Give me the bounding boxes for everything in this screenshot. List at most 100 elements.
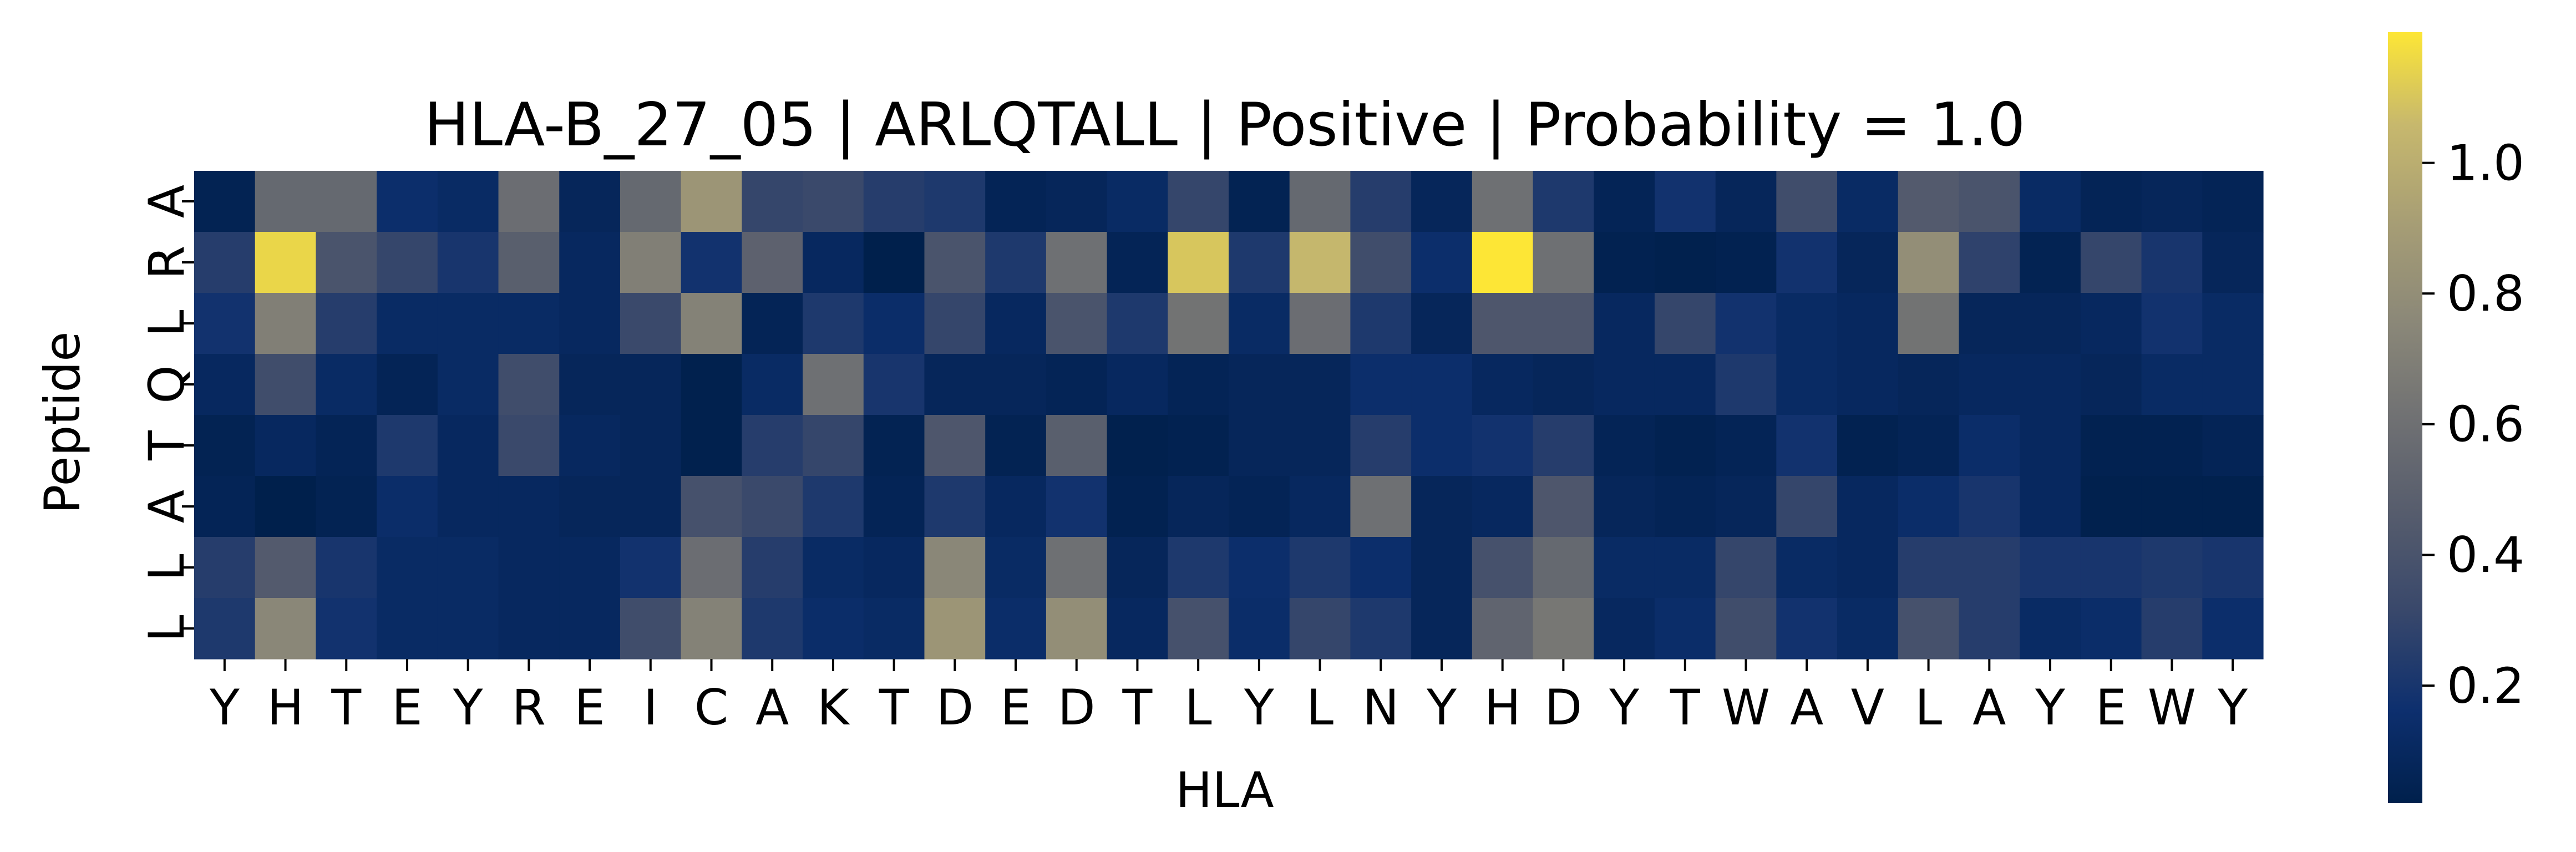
heatmap-cell: [1715, 232, 1777, 293]
x-tick-label: T: [1670, 679, 1701, 736]
heatmap-cell: [924, 537, 986, 599]
heatmap-cell: [1533, 415, 1594, 476]
heatmap-cell: [1959, 415, 2020, 476]
heatmap-cell: [1107, 171, 1168, 232]
y-tick-label: L: [138, 554, 195, 581]
heatmap-cell: [1411, 537, 1473, 599]
heatmap-cell: [1654, 171, 1716, 232]
heatmap-cell: [1837, 293, 1899, 354]
heatmap-cell: [498, 232, 560, 293]
heatmap-cell: [498, 537, 560, 599]
heatmap-cell: [1654, 598, 1716, 660]
heatmap-cell: [620, 415, 682, 476]
x-tick-label: L: [1306, 679, 1333, 736]
heatmap-cell: [498, 354, 560, 415]
x-tick-label: D: [1058, 679, 1096, 736]
heatmap-cell: [1898, 476, 1960, 537]
heatmap-cell: [1411, 415, 1473, 476]
heatmap-cell: [985, 415, 1047, 476]
heatmap-cell: [1229, 537, 1290, 599]
x-tick-label: C: [694, 679, 728, 736]
heatmap-cell: [2080, 293, 2142, 354]
heatmap-cell: [924, 598, 986, 660]
heatmap-cell: [1168, 537, 1229, 599]
heatmap-cell: [2202, 232, 2264, 293]
heatmap-cell: [1107, 476, 1168, 537]
heatmap-cell: [803, 293, 864, 354]
heatmap-cell: [681, 232, 742, 293]
heatmap-cell: [2020, 476, 2081, 537]
heatmap-cell: [1654, 476, 1716, 537]
heatmap-cell: [803, 171, 864, 232]
heatmap-cell: [2141, 598, 2203, 660]
heatmap-cell: [1350, 232, 1412, 293]
x-tick-label: H: [1484, 679, 1521, 736]
heatmap-cell: [1533, 293, 1594, 354]
heatmap-cell: [1289, 415, 1351, 476]
heatmap-cell: [1898, 598, 1960, 660]
heatmap-cell: [863, 476, 925, 537]
heatmap-cell: [1715, 537, 1777, 599]
x-tick-label: E: [1000, 679, 1031, 736]
heatmap-cell: [1715, 476, 1777, 537]
heatmap-cell: [255, 171, 317, 232]
x-tick-label: Y: [2217, 679, 2248, 736]
heatmap-cell: [1289, 598, 1351, 660]
heatmap-cell: [2080, 598, 2142, 660]
heatmap-cell: [2141, 293, 2203, 354]
heatmap-cell: [803, 476, 864, 537]
heatmap-cell: [1594, 476, 1655, 537]
heatmap-cell: [1107, 415, 1168, 476]
heatmap-cell: [1776, 537, 1838, 599]
heatmap-cell: [2141, 476, 2203, 537]
heatmap-cell: [559, 232, 621, 293]
heatmap-cell: [1654, 537, 1716, 599]
x-tick-label: L: [1185, 679, 1212, 736]
heatmap-cell: [2020, 415, 2081, 476]
heatmap-cell: [1594, 415, 1655, 476]
heatmap-cell: [2141, 537, 2203, 599]
heatmap-cell: [1107, 537, 1168, 599]
heatmap-cell: [255, 354, 317, 415]
heatmap-cell: [1107, 354, 1168, 415]
heatmap-cell: [681, 598, 742, 660]
heatmap-cell: [681, 476, 742, 537]
heatmap-cell: [803, 232, 864, 293]
heatmap-cell: [1776, 476, 1838, 537]
heatmap-cell: [2020, 171, 2081, 232]
heatmap-cell: [498, 476, 560, 537]
x-tick-label: N: [1362, 679, 1399, 736]
heatmap-cell: [1837, 171, 1899, 232]
heatmap-cell: [2080, 476, 2142, 537]
heatmap-cell: [437, 476, 499, 537]
x-tick-label: T: [331, 679, 362, 736]
y-tick-label: A: [138, 490, 195, 523]
heatmap-cell: [1959, 476, 2020, 537]
heatmap-cell: [1654, 293, 1716, 354]
heatmap-cell: [1837, 232, 1899, 293]
heatmap-cell: [1289, 476, 1351, 537]
heatmap-cell: [1289, 171, 1351, 232]
heatmap-cell: [2141, 171, 2203, 232]
heatmap-cell: [377, 415, 438, 476]
x-tick-label: W: [2148, 679, 2196, 736]
heatmap-cell: [2202, 476, 2264, 537]
heatmap-cell: [924, 171, 986, 232]
heatmap-cell: [255, 415, 317, 476]
heatmap-cell: [1898, 354, 1960, 415]
heatmap-cell: [559, 598, 621, 660]
heatmap-cell: [1837, 598, 1899, 660]
heatmap-cell: [1715, 354, 1777, 415]
heatmap-cell: [1959, 232, 2020, 293]
heatmap-cell: [924, 293, 986, 354]
heatmap-cell: [742, 415, 803, 476]
heatmap-cell: [1229, 293, 1290, 354]
heatmap-cell: [1229, 354, 1290, 415]
heatmap-cell: [1411, 598, 1473, 660]
heatmap-cell: [194, 354, 256, 415]
heatmap-cell: [1046, 354, 1108, 415]
x-tick-label: Y: [209, 679, 240, 736]
x-tick-label: Y: [2035, 679, 2065, 736]
heatmap-cell: [1472, 354, 1534, 415]
heatmap-cell: [498, 293, 560, 354]
